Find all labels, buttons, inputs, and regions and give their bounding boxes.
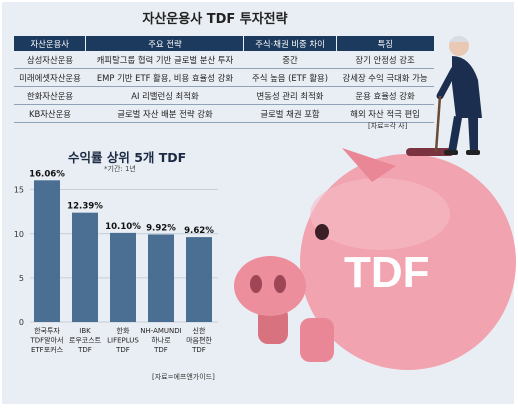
chart-subtitle: *기간: 1년 (104, 165, 136, 173)
table-cell: 삼성자산운용 (14, 51, 86, 69)
table-cell: 운용 효율성 강화 (336, 86, 434, 105)
chart-title: 수익률 상위 5개 TDF (68, 150, 187, 165)
y-tick-label: 15 (14, 186, 24, 195)
category-label: 신한 (193, 326, 206, 335)
table-header-row: 자산운용사 주요 전략 주식·채권 비중 차이 특징 (14, 36, 434, 51)
old-man-body (452, 56, 482, 118)
table-cell: KB자산운용 (14, 104, 86, 123)
data-label: 9.62% (184, 226, 214, 236)
table-row: 미래에셋자산운용 EMP 기반 ETF 활용, 비용 효율성 강화 주식 높음 … (14, 68, 434, 87)
piggy-ear (342, 148, 396, 182)
piggy-eye (315, 224, 329, 240)
table-cell: 캐피탈그룹 협력 기반 글로벌 분산 투자 (85, 51, 244, 69)
category-label: 한국투자 (34, 326, 60, 335)
chart-source: [자료=에프앤가이드] (152, 373, 215, 381)
table-cell: 글로벌 자산 배분 전략 강화 (85, 104, 244, 123)
table-cell: 장기 안정성 강조 (336, 51, 434, 69)
column-header: 특징 (336, 36, 434, 51)
column-header: 주식·채권 비중 차이 (243, 36, 337, 51)
data-label: 9.92% (146, 223, 176, 233)
category-label: 로우코스트 (69, 337, 102, 345)
table-source: [자료=각 사] (368, 122, 408, 130)
table-cell: 변동성 관리 최적화 (243, 86, 337, 105)
piggy-label: TDF (344, 248, 430, 297)
data-label: 12.39% (67, 202, 103, 212)
category-label: 마음편한 (186, 336, 212, 345)
table-cell: EMP 기반 ETF 활용, 비용 효율성 강화 (85, 68, 244, 87)
category-label: TDF (153, 346, 168, 354)
category-label: 한화 (117, 327, 130, 335)
bar (34, 180, 60, 322)
y-tick-label: 10 (14, 230, 24, 239)
y-tick-label: 0 (19, 318, 24, 327)
page-title: 자산운용사 TDF 투자전략 (142, 12, 288, 27)
bar (186, 237, 212, 322)
category-label: IBK (79, 327, 91, 335)
coin-slot (406, 148, 454, 156)
bar (148, 234, 174, 322)
category-label: NH-AMUNDI (140, 327, 182, 335)
table-cell: 해외 자산 적극 편입 (336, 104, 434, 123)
data-label: 10.10% (105, 222, 141, 232)
column-header: 주요 전략 (85, 36, 245, 51)
bar (72, 212, 98, 322)
table-row: 삼성자산운용 캐피탈그룹 협력 기반 글로벌 분산 투자 중간 장기 안정성 강… (14, 51, 434, 69)
walking-cane (434, 95, 442, 153)
category-label: TDF (115, 346, 130, 354)
bar (110, 232, 136, 322)
category-label: TDF알아서 (29, 336, 63, 345)
data-label: 16.06% (29, 169, 65, 179)
piggy-snout (234, 256, 306, 316)
table-cell: 주식 높음 (ETF 활용) (243, 68, 337, 87)
table-cell: 강세장 수익 극대화 가능 (336, 68, 434, 87)
category-label: LIFEPLUS (107, 337, 139, 345)
category-label: TDF (191, 346, 206, 354)
table-cell: 중간 (243, 51, 337, 69)
table-cell: AI 리밸런싱 최적화 (85, 86, 244, 105)
table-row: KB자산운용 글로벌 자산 배분 전략 강화 글로벌 채권 포함 해외 자산 적… (14, 104, 434, 123)
category-label: TDF (77, 346, 92, 354)
table-cell: 한화자산운용 (14, 86, 86, 105)
table-cell: 글로벌 채권 포함 (243, 104, 337, 123)
y-tick-label: 5 (19, 274, 24, 283)
table-row: 한화자산운용 AI 리밸런싱 최적화 변동성 관리 최적화 운용 효율성 강화 (14, 86, 434, 105)
strategy-table: 자산운용사 주요 전략 주식·채권 비중 차이 특징 삼성자산운용 캐피탈그룹 … (14, 36, 434, 123)
category-label: 하나로 (151, 336, 171, 345)
column-header: 자산운용사 (14, 36, 87, 51)
piggy-leg (300, 318, 334, 362)
category-label: ETF포커스 (31, 345, 64, 354)
table-cell: 미래에셋자산운용 (14, 68, 86, 87)
